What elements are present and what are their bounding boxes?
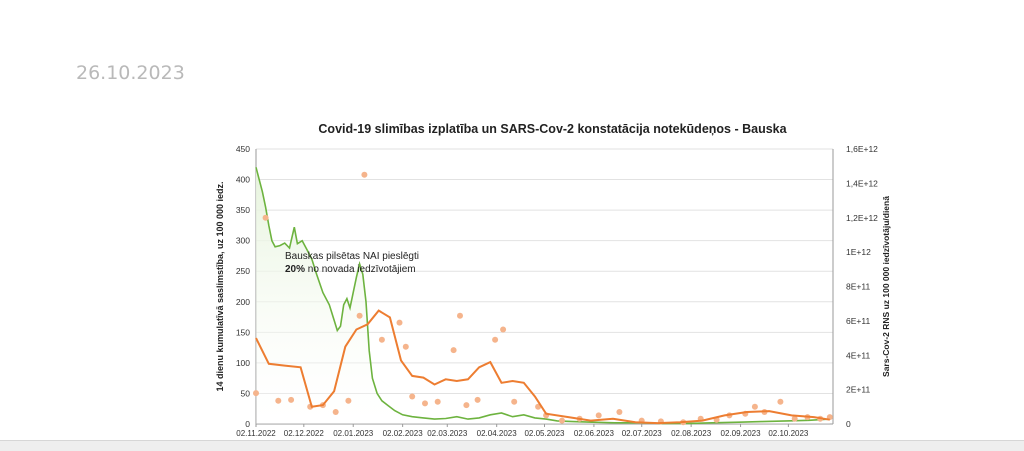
y2-tick-label: 1,4E+12 (846, 178, 878, 188)
y2-tick-label: 4E+11 (846, 350, 870, 360)
annotation-line-1: Bauskas pilsētas NAI pieslēgti (285, 251, 419, 262)
rna-point (616, 409, 623, 415)
x-tick-label: 02.09.2023 (721, 429, 762, 438)
x-tick-label: 02.06.2023 (574, 429, 615, 438)
incidence-line (255, 167, 830, 425)
rna-point (409, 393, 416, 400)
x-tick-label: 02.08.2023 (671, 429, 712, 438)
bottom-scroll-bar[interactable] (0, 440, 1024, 451)
x-tick-label: 02.11.2022 (236, 429, 276, 438)
y-tick-label: 150 (236, 327, 250, 337)
rna-point (434, 398, 441, 405)
incidence-area (256, 167, 830, 425)
y-tick-label: 250 (236, 266, 250, 276)
x-tick-label: 02.07.2023 (622, 429, 663, 438)
rna-point (378, 336, 385, 343)
rna-point (595, 412, 602, 419)
rna-point (500, 326, 507, 333)
y2-tick-label: 1E+12 (846, 247, 871, 257)
y2-tick-label: 8E+11 (846, 282, 870, 292)
y2-axis-title: Sars-Cov-2 RNS uz 100 000 iedzīvotāju/di… (881, 196, 891, 377)
chart-title: Covid-19 slimības izplatība un SARS-Cov-… (318, 122, 787, 136)
y-tick-label: 50 (241, 388, 251, 398)
annotation-highlight: 20% (285, 264, 305, 275)
rna-point (751, 403, 758, 410)
rna-point (511, 398, 518, 405)
rna-trend-line (255, 309, 830, 425)
rna-point (345, 397, 352, 404)
rna-point (559, 417, 565, 424)
y-axis-title: 14 dienu kumulatīvā saslimstība, uz 100 … (215, 181, 225, 391)
y-tick-label: 300 (236, 236, 250, 246)
rna-point (262, 214, 269, 221)
rna-point (402, 343, 409, 350)
y2-tick-label: 2E+11 (846, 385, 870, 395)
rna-point (791, 415, 798, 422)
y-tick-label: 400 (236, 175, 250, 185)
y-tick-label: 350 (236, 205, 250, 215)
annotation-text: no novada iedzīvotājiem (305, 264, 416, 275)
rna-point (492, 336, 499, 343)
rna-point (474, 396, 481, 403)
y2-tick-label: 0 (846, 419, 851, 429)
y2-tick-label: 6E+11 (846, 316, 870, 326)
y2-tick-label: 1,6E+12 (846, 144, 878, 154)
x-tick-label: 02.03.2023 (427, 429, 468, 438)
y-tick-label: 200 (236, 297, 250, 307)
rna-point (457, 312, 463, 319)
x-tick-label: 02.02.2023 (383, 429, 424, 438)
rna-point (288, 396, 295, 403)
rna-point (463, 402, 470, 409)
x-tick-label: 02.12.2022 (284, 429, 325, 438)
y2-tick-label: 1,2E+12 (846, 213, 878, 223)
y-tick-label: 0 (245, 419, 250, 429)
x-tick-label: 02.05.2023 (524, 429, 565, 438)
rna-point (275, 397, 282, 404)
y-tick-label: 450 (236, 144, 250, 154)
rna-point (422, 400, 428, 407)
rna-point (332, 409, 339, 415)
x-tick-label: 02.04.2023 (477, 429, 518, 438)
rna-point (361, 171, 368, 178)
rna-point (777, 398, 784, 405)
page-date: 26.10.2023 (76, 62, 185, 84)
rna-point (396, 319, 403, 326)
y-tick-label: 100 (236, 358, 250, 368)
x-tick-label: 02.10.2023 (768, 429, 809, 438)
x-tick-label: 02.01.2023 (333, 429, 374, 438)
rna-point (356, 312, 363, 319)
rna-point (450, 347, 457, 354)
rna-point (253, 390, 259, 397)
annotation-line-2: 20% no novada iedzīvotājiem (285, 264, 416, 275)
